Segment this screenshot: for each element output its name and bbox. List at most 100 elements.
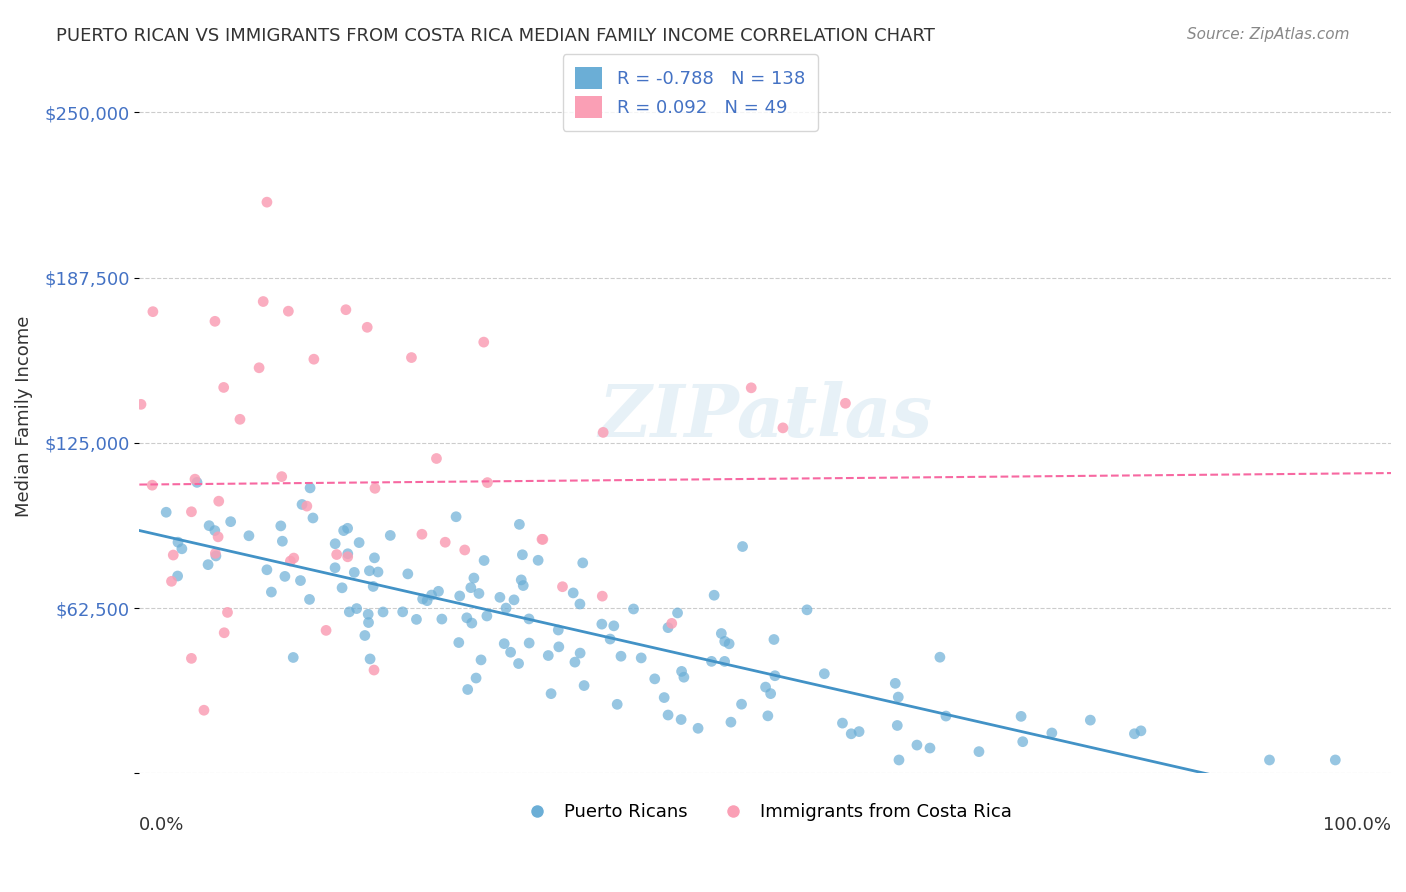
- Point: [277, 304, 299, 318]
- Point: [155, 505, 177, 519]
- Point: [468, 586, 491, 600]
- Point: [298, 592, 321, 607]
- Point: [252, 294, 274, 309]
- Point: [1010, 709, 1032, 723]
- Point: [457, 682, 479, 697]
- Point: [212, 380, 235, 394]
- Point: [710, 626, 733, 640]
- Point: [572, 679, 595, 693]
- Text: Source: ZipAtlas.com: Source: ZipAtlas.com: [1187, 27, 1350, 42]
- Point: [336, 549, 359, 564]
- Point: [302, 352, 325, 367]
- Point: [740, 381, 762, 395]
- Point: [510, 573, 533, 587]
- Point: [755, 680, 778, 694]
- Point: [886, 718, 908, 732]
- Point: [412, 591, 434, 606]
- Point: [669, 713, 692, 727]
- Point: [477, 475, 499, 490]
- Point: [260, 585, 283, 599]
- Text: PUERTO RICAN VS IMMIGRANTS FROM COSTA RICA MEDIAN FAMILY INCOME CORRELATION CHAR: PUERTO RICAN VS IMMIGRANTS FROM COSTA RI…: [56, 27, 935, 45]
- Point: [247, 360, 270, 375]
- Point: [460, 581, 482, 595]
- Text: 0.0%: 0.0%: [139, 816, 184, 834]
- Point: [686, 721, 709, 735]
- Point: [256, 195, 278, 210]
- Point: [796, 603, 818, 617]
- Point: [219, 515, 242, 529]
- Point: [1324, 753, 1347, 767]
- Point: [367, 565, 389, 579]
- Point: [325, 548, 347, 562]
- Point: [447, 635, 470, 649]
- Point: [425, 451, 447, 466]
- Point: [170, 541, 193, 556]
- Point: [208, 494, 231, 508]
- Point: [336, 521, 359, 535]
- Point: [204, 546, 226, 560]
- Point: [434, 535, 457, 549]
- Point: [700, 654, 723, 668]
- Point: [420, 588, 443, 602]
- Point: [1123, 727, 1146, 741]
- Point: [465, 671, 488, 685]
- Point: [411, 527, 433, 541]
- Point: [713, 654, 735, 668]
- Text: 100.0%: 100.0%: [1323, 816, 1391, 834]
- Point: [343, 566, 366, 580]
- Point: [703, 588, 725, 602]
- Point: [762, 632, 785, 647]
- Point: [1011, 734, 1033, 748]
- Point: [512, 548, 534, 562]
- Point: [599, 632, 621, 646]
- Point: [551, 580, 574, 594]
- Point: [718, 637, 741, 651]
- Point: [356, 320, 378, 334]
- Point: [730, 697, 752, 711]
- Point: [918, 741, 941, 756]
- Point: [363, 663, 385, 677]
- Point: [763, 669, 786, 683]
- Point: [569, 646, 592, 660]
- Point: [274, 569, 297, 583]
- Point: [205, 549, 228, 563]
- Point: [323, 561, 346, 575]
- Point: [323, 537, 346, 551]
- Point: [449, 589, 471, 603]
- Point: [160, 574, 183, 589]
- Point: [759, 687, 782, 701]
- Point: [967, 745, 990, 759]
- Point: [666, 606, 689, 620]
- Point: [475, 609, 498, 624]
- Point: [332, 524, 354, 538]
- Point: [283, 650, 305, 665]
- Point: [166, 569, 188, 583]
- Point: [547, 623, 569, 637]
- Point: [270, 469, 292, 483]
- Point: [280, 554, 302, 568]
- Point: [472, 335, 495, 350]
- Point: [193, 703, 215, 717]
- Point: [489, 591, 512, 605]
- Point: [391, 605, 413, 619]
- Point: [657, 708, 679, 723]
- Point: [756, 709, 779, 723]
- Point: [444, 509, 467, 524]
- Point: [630, 651, 652, 665]
- Point: [905, 738, 928, 752]
- Point: [359, 564, 381, 578]
- Point: [603, 619, 626, 633]
- Point: [463, 571, 485, 585]
- Point: [129, 397, 152, 411]
- Point: [290, 574, 312, 588]
- Point: [371, 605, 394, 619]
- Point: [354, 628, 377, 642]
- Point: [142, 304, 165, 318]
- Point: [238, 529, 260, 543]
- Point: [271, 534, 294, 549]
- Point: [644, 672, 666, 686]
- Point: [671, 665, 693, 679]
- Point: [315, 624, 337, 638]
- Point: [1129, 723, 1152, 738]
- Text: ZIPatlas: ZIPatlas: [598, 381, 932, 452]
